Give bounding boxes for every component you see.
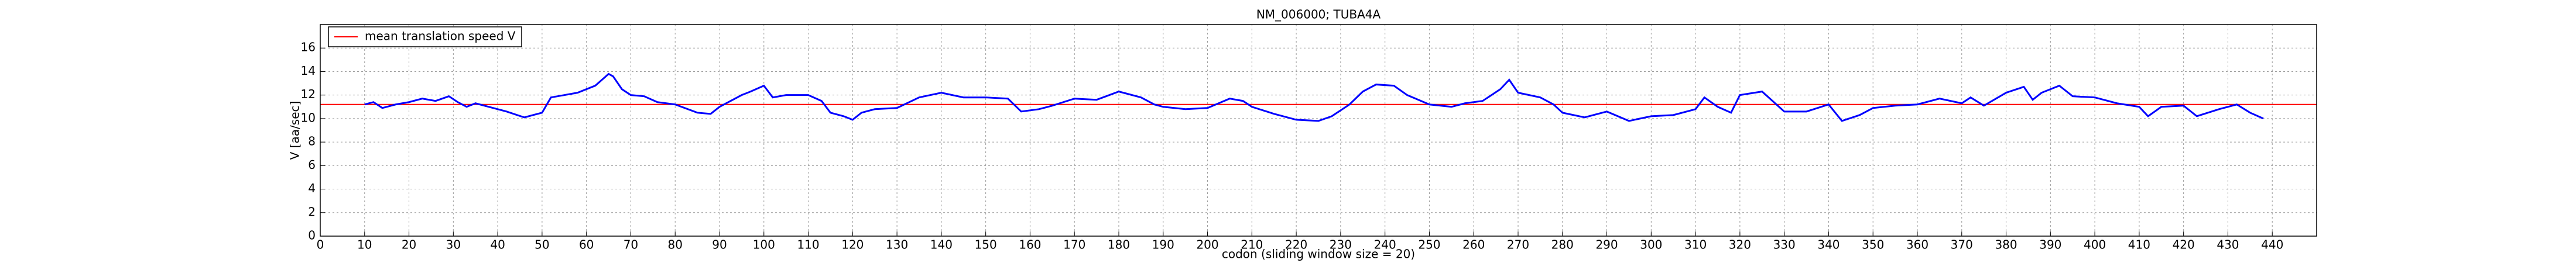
x-tick-label: 140	[930, 238, 953, 252]
x-tick-label: 400	[2084, 238, 2106, 252]
x-tick-label: 310	[1684, 238, 1707, 252]
x-tick-label: 320	[1729, 238, 1751, 252]
y-tick-label: 10	[301, 110, 316, 124]
x-tick-label: 430	[2217, 238, 2239, 252]
x-tick-label: 330	[1773, 238, 1796, 252]
y-tick-label: 12	[301, 87, 316, 101]
x-tick-label: 170	[1063, 238, 1085, 252]
x-tick-label: 300	[1640, 238, 1662, 252]
x-tick-label: 20	[402, 238, 416, 252]
x-tick-label: 80	[667, 238, 682, 252]
x-tick-label: 110	[797, 238, 819, 252]
x-tick-label: 210	[1241, 238, 1263, 252]
x-tick-label: 280	[1551, 238, 1574, 252]
x-tick-label: 130	[886, 238, 908, 252]
x-tick-label: 440	[2261, 238, 2283, 252]
x-tick-label: 150	[975, 238, 997, 252]
x-tick-label: 290	[1595, 238, 1618, 252]
y-tick-label: 0	[308, 229, 316, 243]
y-tick-label: 16	[301, 40, 316, 54]
x-tick-label: 120	[841, 238, 864, 252]
x-tick-label: 420	[2173, 238, 2195, 252]
x-tick-label: 0	[317, 238, 324, 252]
x-tick-label: 370	[1951, 238, 1973, 252]
x-tick-label: 160	[1019, 238, 1041, 252]
x-tick-label: 10	[357, 238, 372, 252]
plot-frame	[320, 24, 2317, 237]
x-tick-label: 250	[1418, 238, 1440, 252]
x-tick-label: 410	[2128, 238, 2150, 252]
x-axis-label: codon (sliding window size = 20)	[1222, 247, 1415, 261]
chart-title: NM_006000; TUBA4A	[1256, 8, 1381, 22]
x-tick-label: 40	[490, 238, 505, 252]
x-tick-label: 220	[1285, 238, 1307, 252]
x-tick-label: 180	[1108, 238, 1130, 252]
y-tick-label: 2	[308, 205, 316, 219]
x-tick-label: 350	[1862, 238, 1884, 252]
x-tick-label: 200	[1196, 238, 1218, 252]
y-axis-label: V [aa/sec]	[288, 101, 302, 160]
legend-label: mean translation speed V	[365, 29, 516, 43]
y-tick-label: 4	[308, 181, 316, 195]
x-tick-label: 100	[753, 238, 775, 252]
x-tick-label: 70	[624, 238, 638, 252]
x-tick-label: 230	[1330, 238, 1352, 252]
x-tick-label: 30	[446, 238, 461, 252]
y-tick-label: 8	[308, 134, 316, 148]
x-tick-label: 390	[2039, 238, 2061, 252]
legend-box	[328, 26, 522, 47]
x-tick-label: 60	[579, 238, 594, 252]
x-tick-label: 90	[712, 238, 727, 252]
x-tick-label: 50	[535, 238, 549, 252]
y-tick-label: 14	[301, 64, 316, 78]
x-tick-label: 260	[1462, 238, 1485, 252]
x-tick-label: 380	[1995, 238, 2017, 252]
data-line	[364, 72, 2264, 122]
x-tick-label: 360	[1906, 238, 1928, 252]
y-tick-label: 6	[308, 158, 316, 172]
x-tick-label: 190	[1152, 238, 1174, 252]
x-tick-label: 240	[1374, 238, 1396, 252]
x-tick-label: 340	[1817, 238, 1839, 252]
x-tick-label: 270	[1507, 238, 1529, 252]
